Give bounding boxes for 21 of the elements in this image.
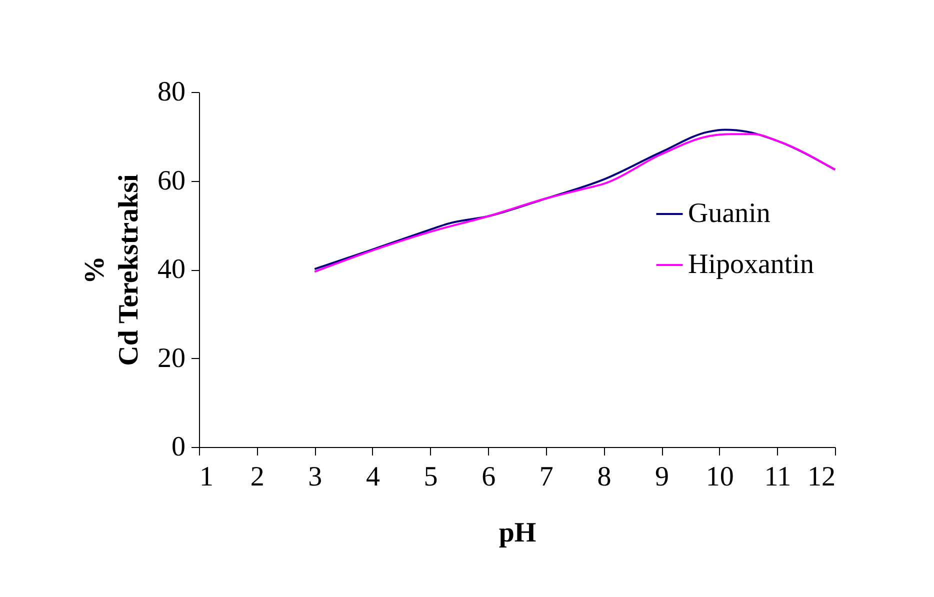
legend-label: Hipoxantin [688,249,814,280]
x-tick-label: 1 [200,462,214,492]
x-tick-label: 3 [308,462,322,492]
x-tick-label: 6 [482,462,496,492]
x-tick-label: 10 [706,462,734,492]
x-axis-title: pH [498,518,536,548]
x-tick-label: 5 [424,462,438,492]
x-tick-label: 12 [808,462,836,492]
y-tick-label: 0 [172,432,186,462]
x-tick-label: 8 [597,462,612,492]
y-tick-label: 20 [158,342,186,374]
x-tick-label: 11 [764,462,792,492]
legend-label: Guanin [688,198,770,229]
x-tick-label: 7 [539,462,554,492]
x-tick-label: 9 [655,462,670,492]
x-tick-label: 2 [250,462,264,492]
y-tick-label: 40 [158,254,186,285]
x-tick-label: 4 [366,462,380,492]
y-tick-label: 80 [158,76,186,108]
y-tick-label: 60 [158,165,186,196]
y-axis-title: % Cd Terekstraksi [80,174,144,366]
